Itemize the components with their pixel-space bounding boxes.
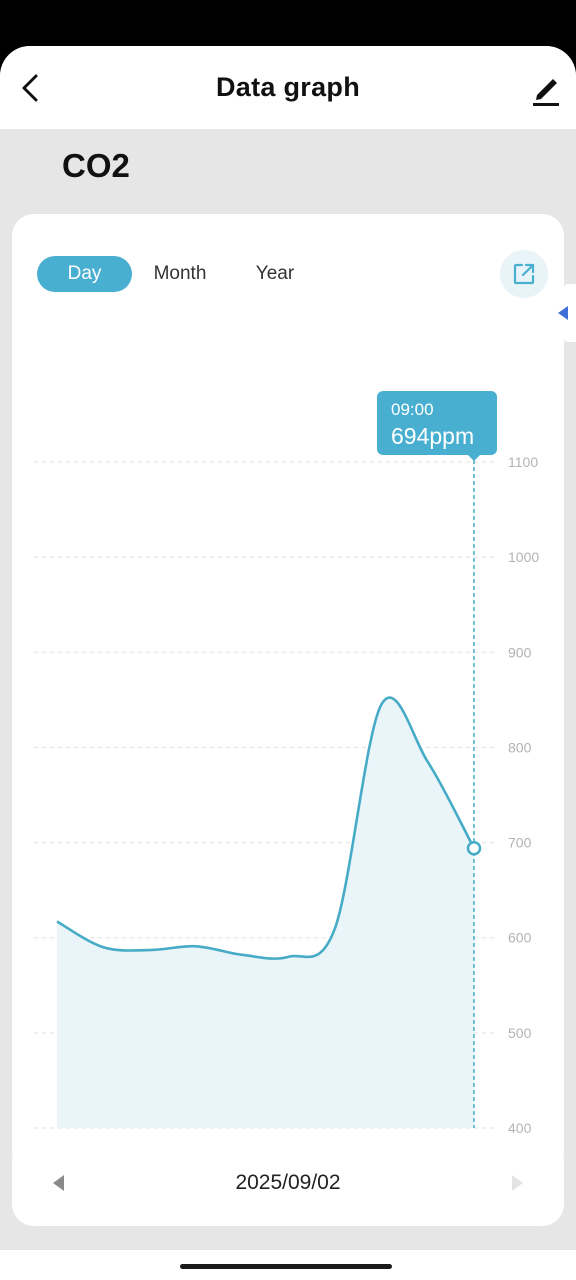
date-navigator: 2025/09/02 (12, 1140, 564, 1226)
metric-title: CO2 (62, 147, 130, 184)
y-tick-label: 400 (508, 1120, 532, 1136)
y-tick-label: 700 (508, 835, 532, 851)
triangle-left-icon (558, 306, 568, 320)
external-link-icon (513, 263, 535, 285)
data-point (240, 953, 244, 957)
data-point (101, 945, 105, 949)
tab-day[interactable]: Day (37, 256, 132, 292)
data-point (379, 703, 383, 707)
top-bar: Data graph (0, 46, 576, 129)
data-point (55, 920, 59, 924)
data-point (287, 955, 291, 959)
tooltip-value: 694ppm (391, 423, 474, 449)
selected-point (466, 841, 482, 856)
triangle-right-icon (512, 1175, 523, 1191)
chevron-left-icon (22, 74, 38, 102)
y-tick-label: 900 (508, 644, 532, 660)
triangle-left-icon (53, 1175, 64, 1191)
data-point (194, 944, 198, 948)
pencil-icon (533, 79, 559, 106)
export-button[interactable] (500, 250, 548, 298)
series-line (56, 696, 476, 960)
data-point (426, 760, 430, 764)
area-fill (57, 697, 474, 1128)
home-indicator (180, 1264, 392, 1269)
page-title: Data graph (215, 72, 361, 102)
bottom-safe-area (0, 1250, 576, 1280)
tab-month[interactable]: Month (153, 263, 207, 284)
app-screen: Data graph CO2 Day Month Year 400 500 600 7… (0, 46, 576, 1280)
next-day-button[interactable] (506, 1169, 528, 1197)
date-label: 2025/09/02 (235, 1171, 341, 1194)
data-point (148, 948, 152, 952)
y-tick-label: 1000 (508, 549, 539, 565)
previous-day-button[interactable] (48, 1169, 70, 1197)
y-tick-label: 800 (508, 739, 532, 755)
y-tick-label: 600 (508, 930, 532, 946)
tab-year[interactable]: Year (255, 263, 295, 284)
side-panel-handle[interactable] (558, 284, 576, 342)
tooltip-time: 09:00 (391, 400, 434, 419)
y-tick-label: 1100 (508, 454, 538, 470)
y-tick-label: 500 (508, 1025, 532, 1041)
co2-chart[interactable]: 4005006007008009001000110009:00694ppm00:… (12, 214, 564, 1174)
edit-button[interactable] (526, 68, 566, 108)
tooltip-pointer (468, 455, 480, 461)
data-point (333, 926, 337, 930)
tooltip-box (377, 391, 497, 455)
back-button[interactable] (14, 68, 50, 108)
chart-card: Day Month Year 400 500 600 700 800 900 1000 110… (12, 214, 564, 1174)
